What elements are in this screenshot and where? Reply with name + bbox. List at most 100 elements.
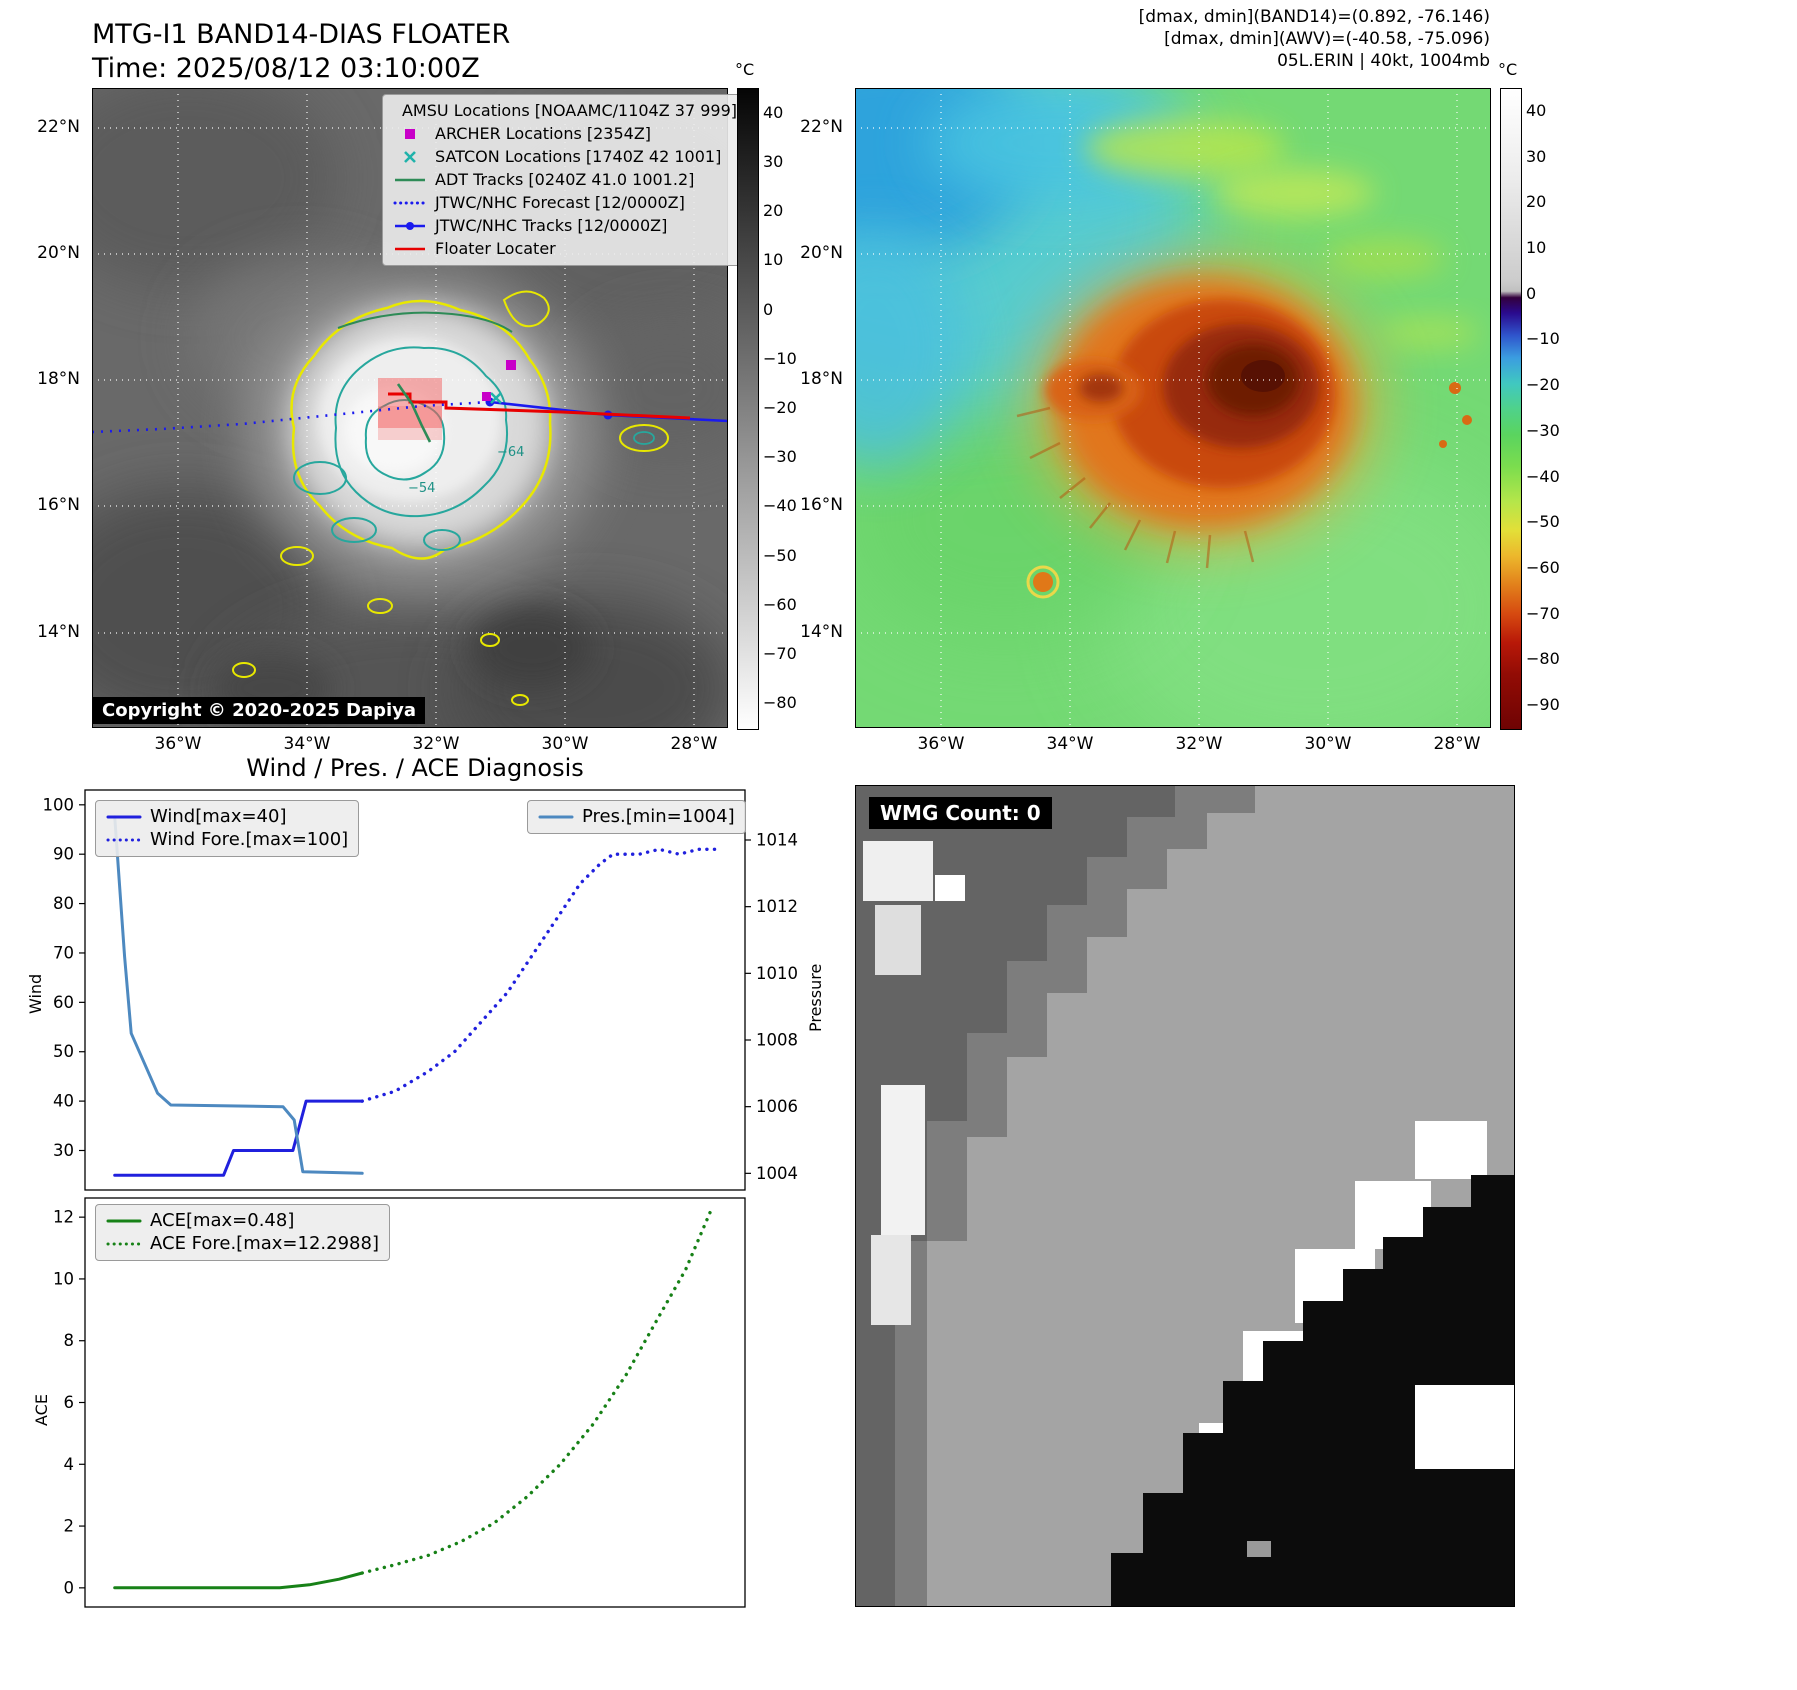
legend-label: SATCON Locations [1740Z 42 1001] [435, 147, 722, 166]
colorbar-tick-label: −50 [1526, 512, 1560, 532]
lat-tick-label: 22°N [37, 117, 80, 137]
lat-tick-label: 20°N [800, 243, 843, 263]
adt-track-line [396, 383, 432, 443]
plot-frame [84, 1197, 746, 1608]
legend-solid-line-icon [106, 815, 142, 819]
y-tick-label: 1006 [756, 1097, 798, 1116]
lon-tick-label: 32°W [412, 734, 460, 754]
lat-tick-label: 18°N [37, 369, 80, 389]
lat-lon-grid [855, 88, 1491, 728]
legend-label: JTWC/NHC Tracks [12/0000Z] [435, 216, 668, 235]
legend-item: AMSU Locations [NOAAMC/1104Z 37 999] [393, 101, 737, 121]
colorbar-tick-label: 0 [1526, 283, 1537, 303]
series-forecast-line [360, 1206, 714, 1575]
colorbar-tick-label: 30 [1526, 146, 1547, 166]
y-tick-label: 12 [53, 1208, 74, 1227]
colorbar-tick-label: 10 [1526, 238, 1547, 257]
contour-label: −64 [497, 445, 524, 460]
series-line [113, 1571, 364, 1590]
y-tick-label: 50 [53, 1042, 74, 1061]
small-cell-ring [1026, 565, 1060, 599]
colorbar-tick-label: −40 [763, 496, 797, 516]
legend-marker-dotted-icon [393, 201, 427, 205]
y-tick-label: 4 [64, 1455, 75, 1474]
wmg-gray-regions [855, 785, 1255, 1607]
legend-item: JTWC/NHC Forecast [12/0000Z] [393, 193, 737, 213]
legend-label: ACE Fore.[max=12.2988] [150, 1233, 379, 1254]
teal-contour [334, 346, 508, 518]
colorbar-tick-label: −10 [763, 348, 797, 368]
y-tick-label: 0 [64, 1578, 75, 1597]
legend-dotted-line-icon [106, 1242, 142, 1246]
y-tick-label: 1004 [756, 1164, 798, 1183]
y-tick-label: 30 [53, 1141, 74, 1160]
colorbar-tick-label: −50 [763, 545, 797, 565]
y-tick-label: 60 [53, 993, 74, 1012]
legend-item: ARCHER Locations [2354Z] [393, 124, 737, 144]
colorbar-tick-label: −80 [1526, 649, 1560, 669]
colorbar-tick-label: −90 [1526, 695, 1560, 715]
wind-axis-label: Wind [26, 973, 45, 1014]
colorbar-tick-label: 20 [1526, 192, 1547, 212]
wind-legend: Wind[max=40] Wind Fore.[max=100] [95, 800, 360, 857]
series-line [113, 1099, 364, 1177]
ir-panel-timestamp: Time: 2025/08/12 03:10:00Z [92, 53, 480, 84]
lon-tick-label: 36°W [917, 734, 965, 754]
amsu-marker [506, 360, 516, 370]
colorbar-tick-label: −40 [1526, 466, 1560, 486]
legend-label: ACE[max=0.48] [150, 1210, 295, 1231]
lon-tick-label: 34°W [1046, 734, 1094, 754]
y-tick-label: 1012 [756, 897, 798, 916]
legend-label: AMSU Locations [NOAAMC/1104Z 37 999] [401, 101, 737, 120]
colorbar-tick-label: 30 [763, 151, 784, 171]
lat-tick-label: 22°N [800, 117, 843, 137]
diagnosis-chart-title: Wind / Pres. / ACE Diagnosis [246, 754, 584, 782]
legend-solid-line-icon [538, 815, 574, 819]
storm-status: 05L.ERIN | 40kt, 1004mb [1277, 51, 1490, 71]
ace-legend: ACE[max=0.48] ACE Fore.[max=12.2988] [95, 1204, 390, 1261]
y-tick-label: 1010 [756, 964, 798, 983]
awv-satellite-map [855, 88, 1491, 728]
colorbar-tick-label: −70 [1526, 603, 1560, 623]
wmg-white-inset [1415, 1385, 1515, 1469]
wind-pressure-chart: 100 90 80 70 60 50 40 30 1014 1012 1010 1008 1006 100… [43, 789, 798, 1191]
colorbar-tick-label: −30 [763, 447, 797, 467]
colorbar-unit-label: °C [1498, 60, 1518, 79]
legend-marker-square-icon [393, 103, 394, 119]
colorbar-tick-label: −10 [1526, 329, 1560, 349]
series-line [113, 815, 364, 1175]
lon-tick-label: 30°W [1304, 734, 1352, 754]
legend-marker-line-dot-icon [395, 222, 425, 230]
lat-tick-label: 14°N [37, 622, 80, 642]
colorbar-tick-label: −60 [763, 594, 797, 614]
colorbar-tick-label: 0 [763, 299, 774, 319]
legend-item: ACE[max=0.48] [106, 1211, 379, 1231]
legend-item: ACE Fore.[max=12.2988] [106, 1234, 379, 1254]
colorbar-tick-label: −80 [763, 693, 797, 713]
legend-marker-line-icon [395, 247, 425, 251]
wmg-black-region [1111, 1175, 1515, 1607]
series-forecast-line [360, 847, 717, 1103]
lat-tick-label: 16°N [800, 495, 843, 515]
colorbar-tick-label: 40 [1526, 100, 1547, 120]
y-tick-label: 80 [53, 894, 74, 913]
legend-label: JTWC/NHC Forecast [12/0000Z] [435, 193, 685, 212]
lon-tick-label: 30°W [541, 734, 589, 754]
legend-item: JTWC/NHC Tracks [12/0000Z] [393, 216, 737, 236]
colorbar-tick-label: −30 [1526, 420, 1560, 440]
pressure-axis-label: Pressure [806, 963, 825, 1032]
ir-colorbar [737, 88, 759, 730]
y-tick-label: 8 [64, 1331, 75, 1350]
green-contour [337, 311, 513, 333]
y-tick-label: 2 [64, 1517, 75, 1536]
lon-tick-label: 28°W [1433, 734, 1481, 754]
storm-cloud-awv [1016, 255, 1472, 599]
pressure-legend: Pres.[min=1004] [527, 800, 746, 834]
colorbar-tick-label: 10 [763, 250, 784, 270]
y-tick-label: 100 [43, 795, 75, 814]
wmg-gray-dot [1247, 1541, 1271, 1557]
legend-marker-x-icon [404, 151, 416, 163]
lon-tick-label: 32°W [1175, 734, 1223, 754]
y-tick-label: 90 [53, 845, 74, 864]
